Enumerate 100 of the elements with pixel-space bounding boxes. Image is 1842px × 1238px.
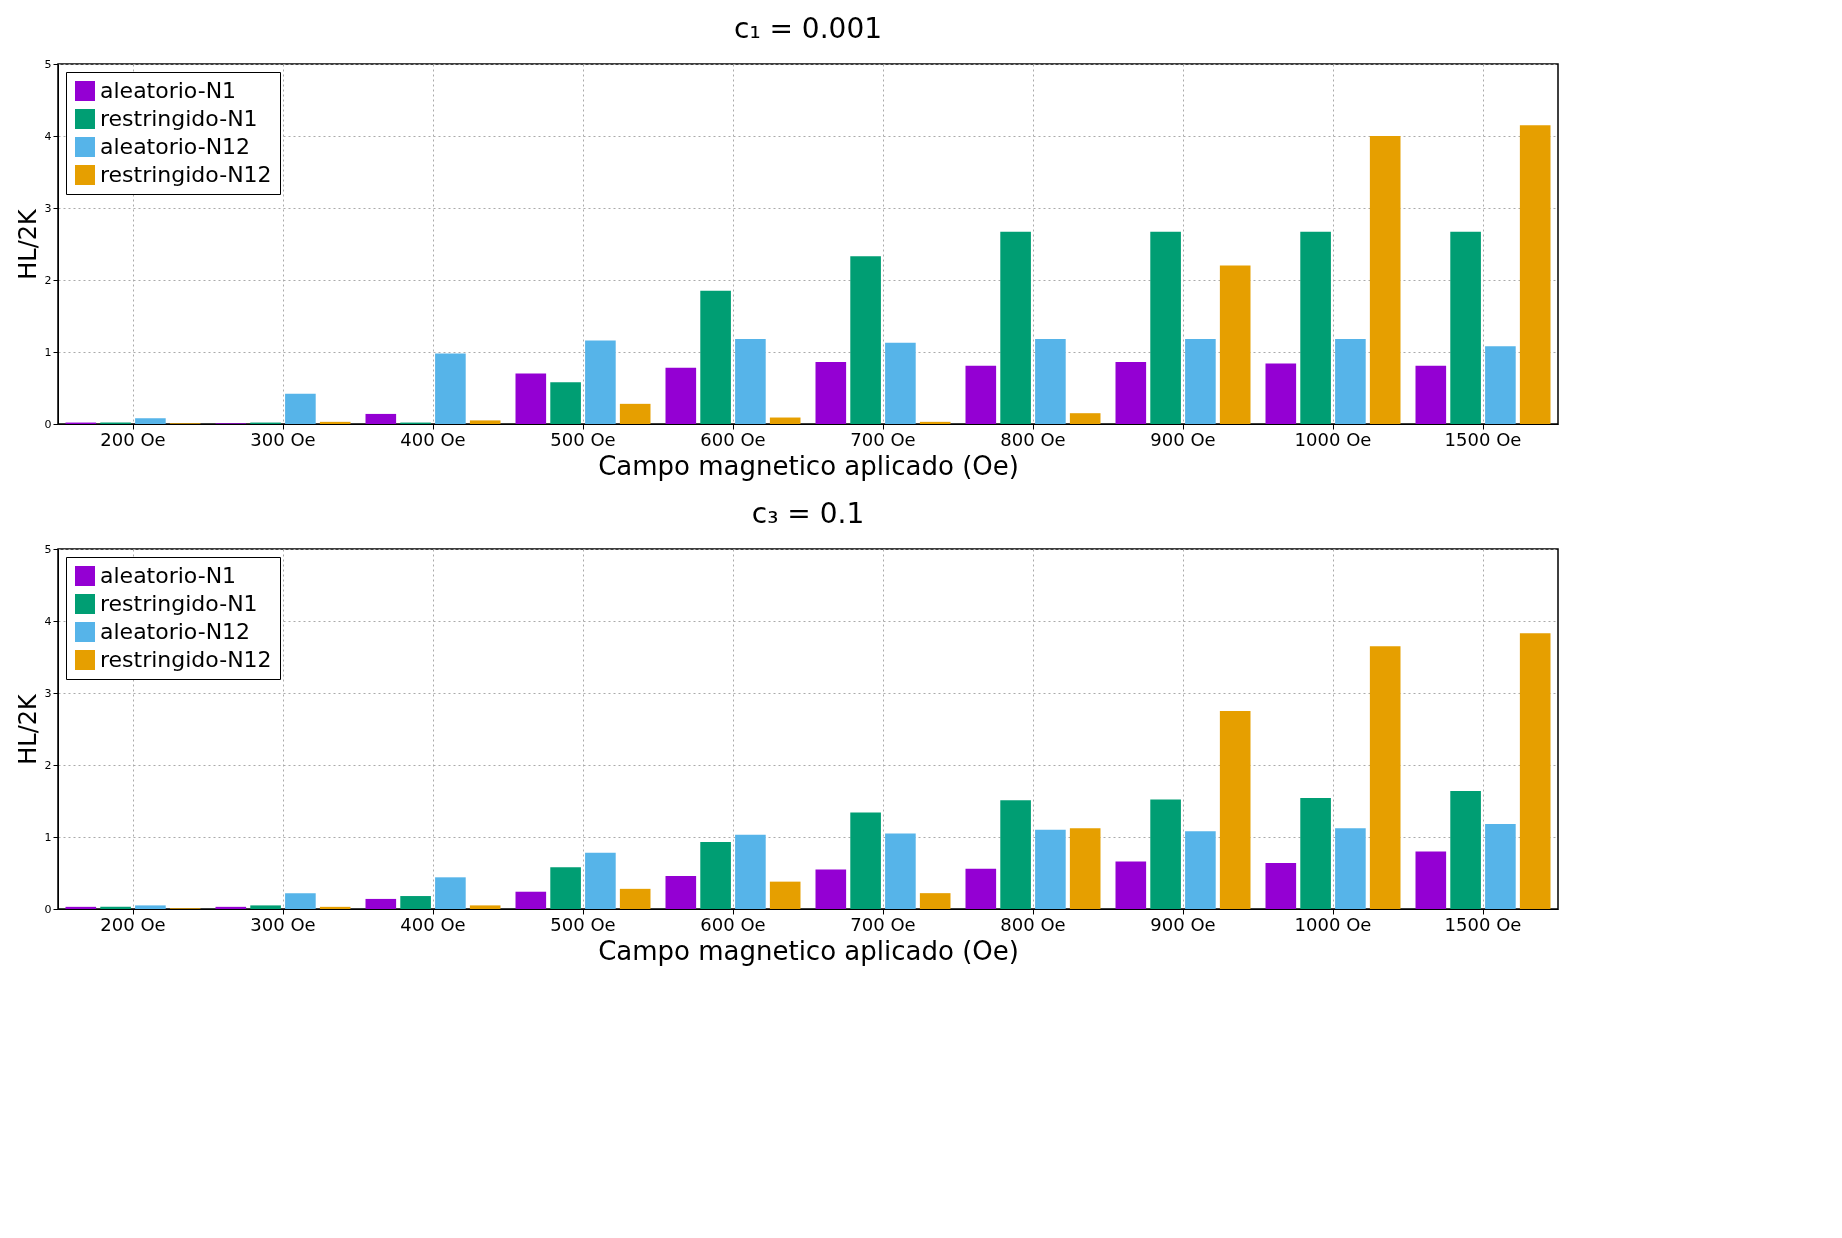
bar xyxy=(885,342,916,424)
x-tick-label: 400 Oe xyxy=(400,913,466,935)
x-tick-label: 500 Oe xyxy=(550,913,616,935)
y-tick-label: 5 xyxy=(44,542,52,556)
bar xyxy=(1150,231,1181,424)
bar xyxy=(469,905,501,909)
bar xyxy=(1219,265,1251,424)
x-tick-label: 700 Oe xyxy=(850,913,916,935)
bar xyxy=(769,417,801,424)
bar xyxy=(700,842,731,909)
x-tick-label: 200 Oe xyxy=(100,913,166,935)
bar xyxy=(1519,633,1551,909)
bar xyxy=(1450,790,1481,909)
legend-label: aleatorio-N12 xyxy=(100,619,251,644)
bar xyxy=(885,833,916,909)
bar xyxy=(850,812,881,909)
y-tick-label: 5 xyxy=(44,57,52,71)
bar xyxy=(585,852,616,909)
bar xyxy=(1035,829,1066,909)
x-tick-label: 900 Oe xyxy=(1150,428,1216,450)
bar xyxy=(919,421,951,424)
y-tick-label: 4 xyxy=(44,614,52,628)
x-tick-label: 800 Oe xyxy=(1000,913,1066,935)
bar xyxy=(1519,125,1551,424)
chart-title: c₁ = 0.001 xyxy=(733,12,883,45)
bar xyxy=(965,868,997,909)
bar xyxy=(515,891,547,909)
x-axis-title: Campo magnetico aplicado (Oe) xyxy=(598,450,1019,481)
bar xyxy=(1300,231,1331,424)
bar xyxy=(65,906,97,909)
x-tick-label: 1500 Oe xyxy=(1444,913,1522,935)
y-tick-label: 2 xyxy=(44,758,52,772)
legend-label: aleatorio-N12 xyxy=(100,134,251,159)
bar xyxy=(1265,363,1297,424)
legend-label: restringido-N12 xyxy=(100,162,272,187)
x-tick-label: 500 Oe xyxy=(550,428,616,450)
bar xyxy=(1335,339,1366,424)
bar xyxy=(1300,798,1331,909)
bar xyxy=(365,898,397,909)
bar xyxy=(850,256,881,424)
bar xyxy=(965,365,997,424)
bar xyxy=(365,413,397,424)
bar xyxy=(1185,339,1216,424)
bar xyxy=(1069,828,1101,909)
bar xyxy=(250,905,281,909)
chart-title: c₃ = 0.1 xyxy=(751,497,865,530)
y-axis-title: HL/2K xyxy=(13,692,42,765)
bar xyxy=(550,867,581,909)
y-tick-label: 3 xyxy=(44,686,52,700)
bar xyxy=(1035,339,1066,424)
bar xyxy=(735,834,766,909)
bar xyxy=(1335,828,1366,909)
x-tick-label: 1500 Oe xyxy=(1444,428,1522,450)
bar xyxy=(1415,851,1447,909)
bar xyxy=(1415,365,1447,424)
bar xyxy=(1000,800,1031,909)
bar xyxy=(135,418,166,424)
bar xyxy=(1115,362,1147,424)
bar xyxy=(135,905,166,909)
y-tick-label: 1 xyxy=(44,345,52,359)
bar xyxy=(285,393,316,424)
legend-label: restringido-N1 xyxy=(100,591,258,616)
bar xyxy=(665,367,697,424)
legend-label: restringido-N1 xyxy=(100,106,258,131)
y-tick-label: 0 xyxy=(44,417,52,431)
bar xyxy=(1115,861,1147,909)
y-tick-label: 1 xyxy=(44,830,52,844)
bar xyxy=(619,403,651,424)
bar xyxy=(515,373,547,424)
bar xyxy=(215,906,247,909)
bar xyxy=(1369,646,1401,909)
bar xyxy=(319,421,351,424)
bar xyxy=(435,877,466,909)
x-tick-label: 300 Oe xyxy=(250,428,316,450)
x-tick-label: 600 Oe xyxy=(700,428,766,450)
bar xyxy=(769,881,801,909)
bar xyxy=(400,896,431,909)
y-tick-label: 4 xyxy=(44,129,52,143)
bar xyxy=(1069,413,1101,424)
x-tick-label: 1000 Oe xyxy=(1294,428,1372,450)
bar xyxy=(319,906,351,909)
bar xyxy=(665,875,697,909)
bar xyxy=(1485,346,1516,424)
x-tick-label: 900 Oe xyxy=(1150,913,1216,935)
bar xyxy=(1219,711,1251,909)
x-tick-label: 800 Oe xyxy=(1000,428,1066,450)
y-tick-label: 0 xyxy=(44,902,52,916)
bar xyxy=(285,893,316,909)
bar xyxy=(469,420,501,424)
x-tick-label: 400 Oe xyxy=(400,428,466,450)
bar xyxy=(700,290,731,424)
x-tick-label: 1000 Oe xyxy=(1294,913,1372,935)
bar xyxy=(1450,231,1481,424)
bar xyxy=(1150,799,1181,909)
bar xyxy=(100,906,131,909)
x-tick-label: 300 Oe xyxy=(250,913,316,935)
x-tick-label: 700 Oe xyxy=(850,428,916,450)
bar xyxy=(815,869,847,909)
legend-label: restringido-N12 xyxy=(100,647,272,672)
bar xyxy=(735,339,766,424)
